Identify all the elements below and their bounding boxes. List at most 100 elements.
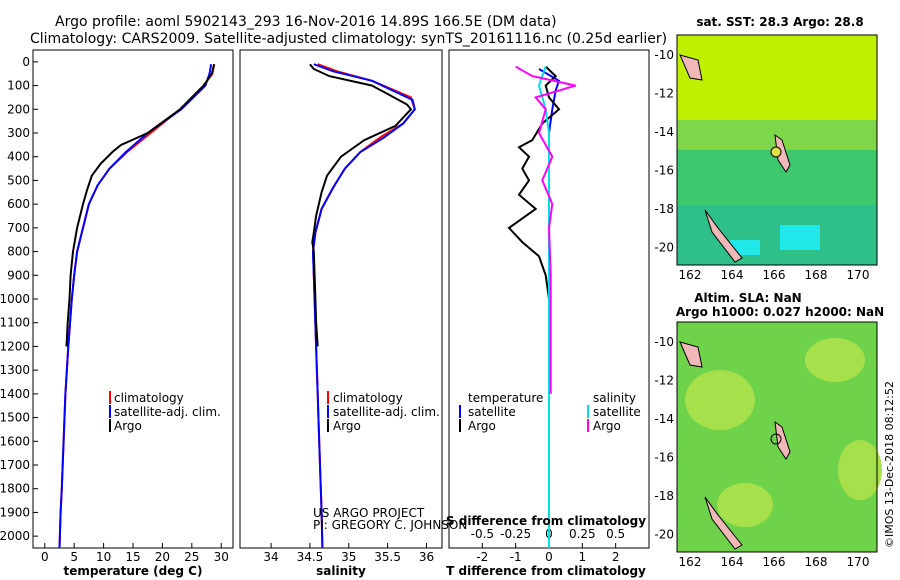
map-lon-tick-label: 164: [721, 268, 744, 282]
map-lat-tick-label: -10: [654, 335, 674, 349]
sla-map-frame: [676, 321, 878, 553]
argo-float-marker: [770, 146, 782, 158]
x-tick-label: 0: [545, 550, 553, 564]
sla-blob-3: [717, 483, 773, 527]
y-tick-label: 600: [7, 197, 30, 211]
salinity-axis-label: salinity: [316, 564, 366, 578]
series-line-argo: [309, 63, 413, 347]
sst-patch-cyan: [780, 225, 820, 250]
legend-label-argo: Argo: [333, 419, 361, 433]
map-lat-tick-label: -14: [654, 125, 674, 139]
sla-map: [676, 321, 882, 553]
y-tick-label: 800: [7, 245, 30, 259]
x-tick-label: 10: [96, 550, 111, 564]
island-vanuatu: [774, 420, 791, 460]
legend-label-s-argo: Argo: [593, 419, 621, 433]
y-tick-label: 1600: [0, 434, 30, 448]
map-lon-tick-label: 170: [847, 555, 870, 569]
island-santa-isabel: [679, 54, 703, 81]
x-tick-label: 15: [125, 550, 140, 564]
title-line-2: Climatology: CARS2009. Satellite-adjuste…: [30, 31, 667, 47]
series-line-climatology: [58, 64, 216, 549]
x2-tick-label: -0.5: [471, 527, 494, 541]
x-tick-label: 30: [214, 550, 229, 564]
legend-label-s-satellite: satellite: [593, 405, 641, 419]
sst-band-mid: [677, 150, 877, 210]
legend-label-t-argo: Argo: [468, 419, 496, 433]
sst-band-cool: [677, 205, 877, 265]
x-tick-label: 34.5: [297, 550, 324, 564]
x2-tick-label: 0.25: [569, 527, 596, 541]
map-lat-tick-label: -20: [654, 241, 674, 255]
y-tick-label: 1000: [0, 292, 30, 306]
x-tick-label: 1: [579, 550, 587, 564]
legend-title-salinity: salinity: [593, 391, 636, 405]
legend-label-satellite: satellite-adj. clim.: [333, 405, 440, 419]
island-santa-isabel: [679, 341, 703, 368]
sst-map-frame: [676, 34, 878, 266]
series-line-argo: [65, 63, 216, 347]
temperature-axis-label: temperature (deg C): [64, 564, 203, 578]
y-tick-label: 100: [7, 79, 30, 93]
legend-label-climatology: climatology: [333, 391, 403, 405]
series-line-satellite-adj-clim-: [311, 63, 416, 549]
salinity-legend: climatology satellite-adj. clim. Argo: [327, 391, 440, 433]
legend-label-argo: Argo: [114, 419, 142, 433]
sst-map-title: sat. SST: 28.3 Argo: 28.8: [696, 15, 863, 29]
map-lon-tick-label: 166: [763, 268, 786, 282]
map-lon-tick-label: 162: [679, 268, 702, 282]
y-tick-label: 1700: [0, 458, 30, 472]
y-tick-label: 1500: [0, 411, 30, 425]
temperature-legend: climatology satellite-adj. clim. Argo: [109, 391, 221, 433]
map-lat-tick-label: -14: [654, 412, 674, 426]
map-tick-labels: -10 -12 -14 -16 -18 -20 162 164 166 168 170 -10 -12 -…: [654, 48, 869, 569]
y-tick-label: 1400: [0, 387, 30, 401]
series-line-satellite-adj-clim-: [58, 64, 213, 549]
y-tick-label: 0: [22, 55, 30, 69]
map-lat-tick-label: -12: [654, 374, 674, 388]
imos-stamp: ©IMOS 13-Dec-2018 08:12:52: [883, 381, 896, 548]
map-lat-tick-label: -16: [654, 451, 674, 465]
map-lat-tick-label: -12: [654, 87, 674, 101]
y-tick-label: 2000: [0, 529, 30, 543]
credit-line-1: US ARGO PROJECT: [313, 506, 425, 520]
y-tick-label: 200: [7, 102, 30, 116]
sla-blob-1: [685, 370, 755, 430]
map-lat-tick-label: -20: [654, 528, 674, 542]
map-lat-tick-label: -18: [654, 489, 674, 503]
y-tick-label: 1300: [0, 363, 30, 377]
x-tick-label: -2: [476, 550, 488, 564]
x-tick-label: 25: [184, 550, 199, 564]
y-tick-label: 900: [7, 268, 30, 282]
x2-tick-label: -0.25: [500, 527, 531, 541]
chart-marks: 0100200300400500600700800900100011001200…: [0, 55, 625, 564]
x-tick-label: 2: [612, 550, 620, 564]
sla-title-2: Argo h1000: 0.027 h2000: NaN: [676, 305, 884, 319]
map-lat-tick-label: -10: [654, 48, 674, 62]
x-tick-label: 36: [419, 550, 434, 564]
y-tick-label: 1100: [0, 316, 30, 330]
legend-title-temperature: temperature: [468, 391, 543, 405]
difference-legend: temperature satellite Argo salinity sate…: [459, 391, 641, 433]
y-tick-label: 300: [7, 126, 30, 140]
legend-label-satellite: satellite-adj. clim.: [114, 405, 221, 419]
map-lon-tick-label: 168: [805, 555, 828, 569]
x-tick-label: 0: [41, 550, 49, 564]
y-tick-label: 500: [7, 173, 30, 187]
map-lon-tick-label: 168: [805, 268, 828, 282]
argo-float-marker: [770, 433, 782, 445]
legend-label-t-satellite: satellite: [468, 405, 516, 419]
map-lat-tick-label: -18: [654, 202, 674, 216]
x-tick-label: 35: [341, 550, 356, 564]
sla-title-1: Altim. SLA: NaN: [694, 291, 801, 305]
sla-blob-2: [805, 338, 865, 382]
sst-map: [676, 34, 878, 266]
x-tick-label: 5: [70, 550, 78, 564]
map-lat-tick-label: -16: [654, 164, 674, 178]
sst-patch-cyan-2: [730, 240, 760, 255]
map-lon-tick-label: 162: [679, 555, 702, 569]
island-new-caledonia: [704, 496, 743, 550]
t-difference-axis-label: T difference from climatology: [446, 564, 646, 578]
credit-line-2: PI: GREGORY C. JOHNSON: [313, 518, 467, 532]
